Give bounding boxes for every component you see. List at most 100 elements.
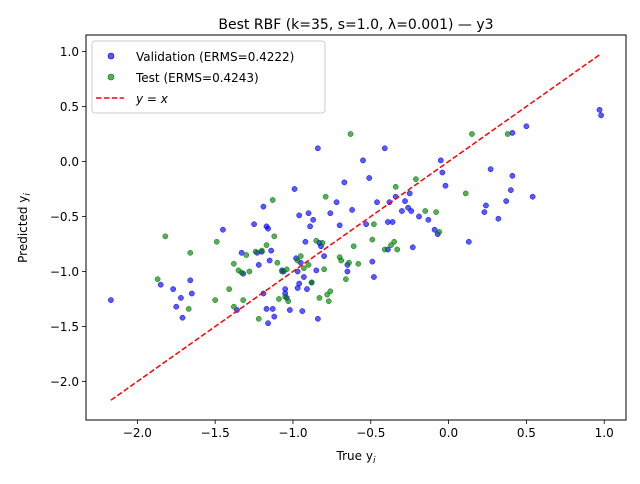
x-axis-label: True yi [336, 449, 376, 466]
test-point [282, 293, 289, 300]
test-point [294, 257, 301, 264]
validation-point [509, 130, 516, 136]
test-point [422, 208, 429, 214]
x-axis-label-subscript: i [373, 456, 376, 466]
legend-test-marker [107, 73, 115, 81]
x-tick-label: 0.5 [517, 426, 536, 440]
validation-point [313, 267, 320, 274]
test-point [185, 306, 192, 312]
validation-point [341, 179, 348, 186]
validation-point [509, 172, 516, 179]
y-axis-label: Predicted yi [16, 193, 33, 263]
validation-point [399, 208, 405, 214]
validation-point [296, 212, 303, 219]
test-point [269, 197, 276, 203]
test-point [319, 240, 326, 246]
validation-point [299, 308, 306, 314]
validation-point [271, 313, 278, 320]
validation-point [483, 202, 489, 209]
test-point [462, 190, 469, 197]
test-point [369, 236, 376, 243]
validation-point [307, 223, 313, 230]
y-axis: −2.0 −1.5 −1.0 −0.5 0.0 0.5 1.0 [50, 45, 86, 389]
validation-point [251, 221, 257, 228]
test-point [322, 193, 329, 200]
test-point [394, 246, 401, 253]
x-tick-label: 0.0 [439, 426, 458, 440]
validation-point [416, 213, 422, 220]
identity-line [110, 53, 602, 401]
test-point [230, 260, 237, 267]
test-point [187, 249, 194, 256]
test-point [226, 286, 233, 292]
validation-point [315, 145, 321, 152]
test-point [154, 276, 161, 283]
test-point [308, 279, 315, 286]
test-point [327, 288, 334, 295]
validation-point [437, 157, 444, 164]
test-point [347, 131, 354, 137]
legend-validation-label: Validation (ERMS=0.4222) [136, 50, 294, 64]
validation-point [310, 216, 317, 223]
validation-point [495, 215, 502, 222]
y-tick-label: −2.0 [50, 375, 79, 389]
validation-point [238, 249, 245, 256]
legend-box [91, 40, 326, 114]
test-point [276, 296, 282, 302]
test-point [246, 268, 253, 275]
legend-identity-label: y = x [135, 92, 169, 106]
y-tick-label: −1.5 [50, 320, 79, 334]
validation-point [305, 210, 312, 217]
validation-point [265, 320, 271, 327]
validation-point [291, 186, 298, 192]
test-point [325, 298, 332, 305]
test-point [316, 295, 323, 301]
validation-point [406, 190, 413, 197]
validation-point [402, 198, 408, 204]
legend-validation-marker [107, 52, 115, 60]
test-point [355, 260, 362, 267]
validation-point [371, 274, 377, 280]
validation-point [179, 314, 186, 321]
validation-point [170, 286, 176, 292]
validation-point [481, 209, 488, 215]
validation-point [108, 297, 114, 303]
validation-point [363, 221, 369, 228]
test-point [392, 183, 399, 190]
y-axis-label-subscript: i [23, 193, 33, 196]
x-tick-label: −2.0 [123, 426, 152, 440]
legend: Validation (ERMS=0.4222) Test (ERMS=0.42… [91, 40, 326, 114]
validation-point [255, 262, 262, 268]
validation-point [442, 182, 449, 189]
validation-point [336, 222, 343, 229]
test-point [436, 229, 443, 235]
x-tick-label: −0.5 [356, 426, 385, 440]
test-point [263, 242, 270, 248]
validation-point [315, 315, 321, 322]
test-point [279, 268, 285, 275]
validation-point [425, 216, 432, 223]
validation-point [349, 207, 355, 213]
validation-point [265, 225, 271, 232]
validation-point [220, 226, 226, 233]
validation-point [282, 286, 289, 292]
plot-marks [108, 53, 604, 401]
test-point [283, 266, 290, 273]
validation-point [439, 169, 446, 176]
validation-point [266, 257, 273, 264]
validation-point [529, 193, 536, 200]
test-point [346, 259, 352, 266]
test-point [230, 303, 237, 310]
y-axis-label-main: Predicted y [16, 196, 30, 263]
validation-point [157, 281, 164, 288]
test-point [274, 259, 281, 266]
validation-point [596, 106, 603, 113]
y-tick-label: 0.0 [60, 155, 79, 169]
validation-point [263, 306, 270, 312]
y-tick-label: 0.5 [60, 100, 79, 114]
validation-point [188, 290, 195, 297]
x-tick-label: −1.5 [201, 426, 230, 440]
y-tick-label: 1.0 [60, 45, 79, 59]
test-point [338, 257, 345, 264]
